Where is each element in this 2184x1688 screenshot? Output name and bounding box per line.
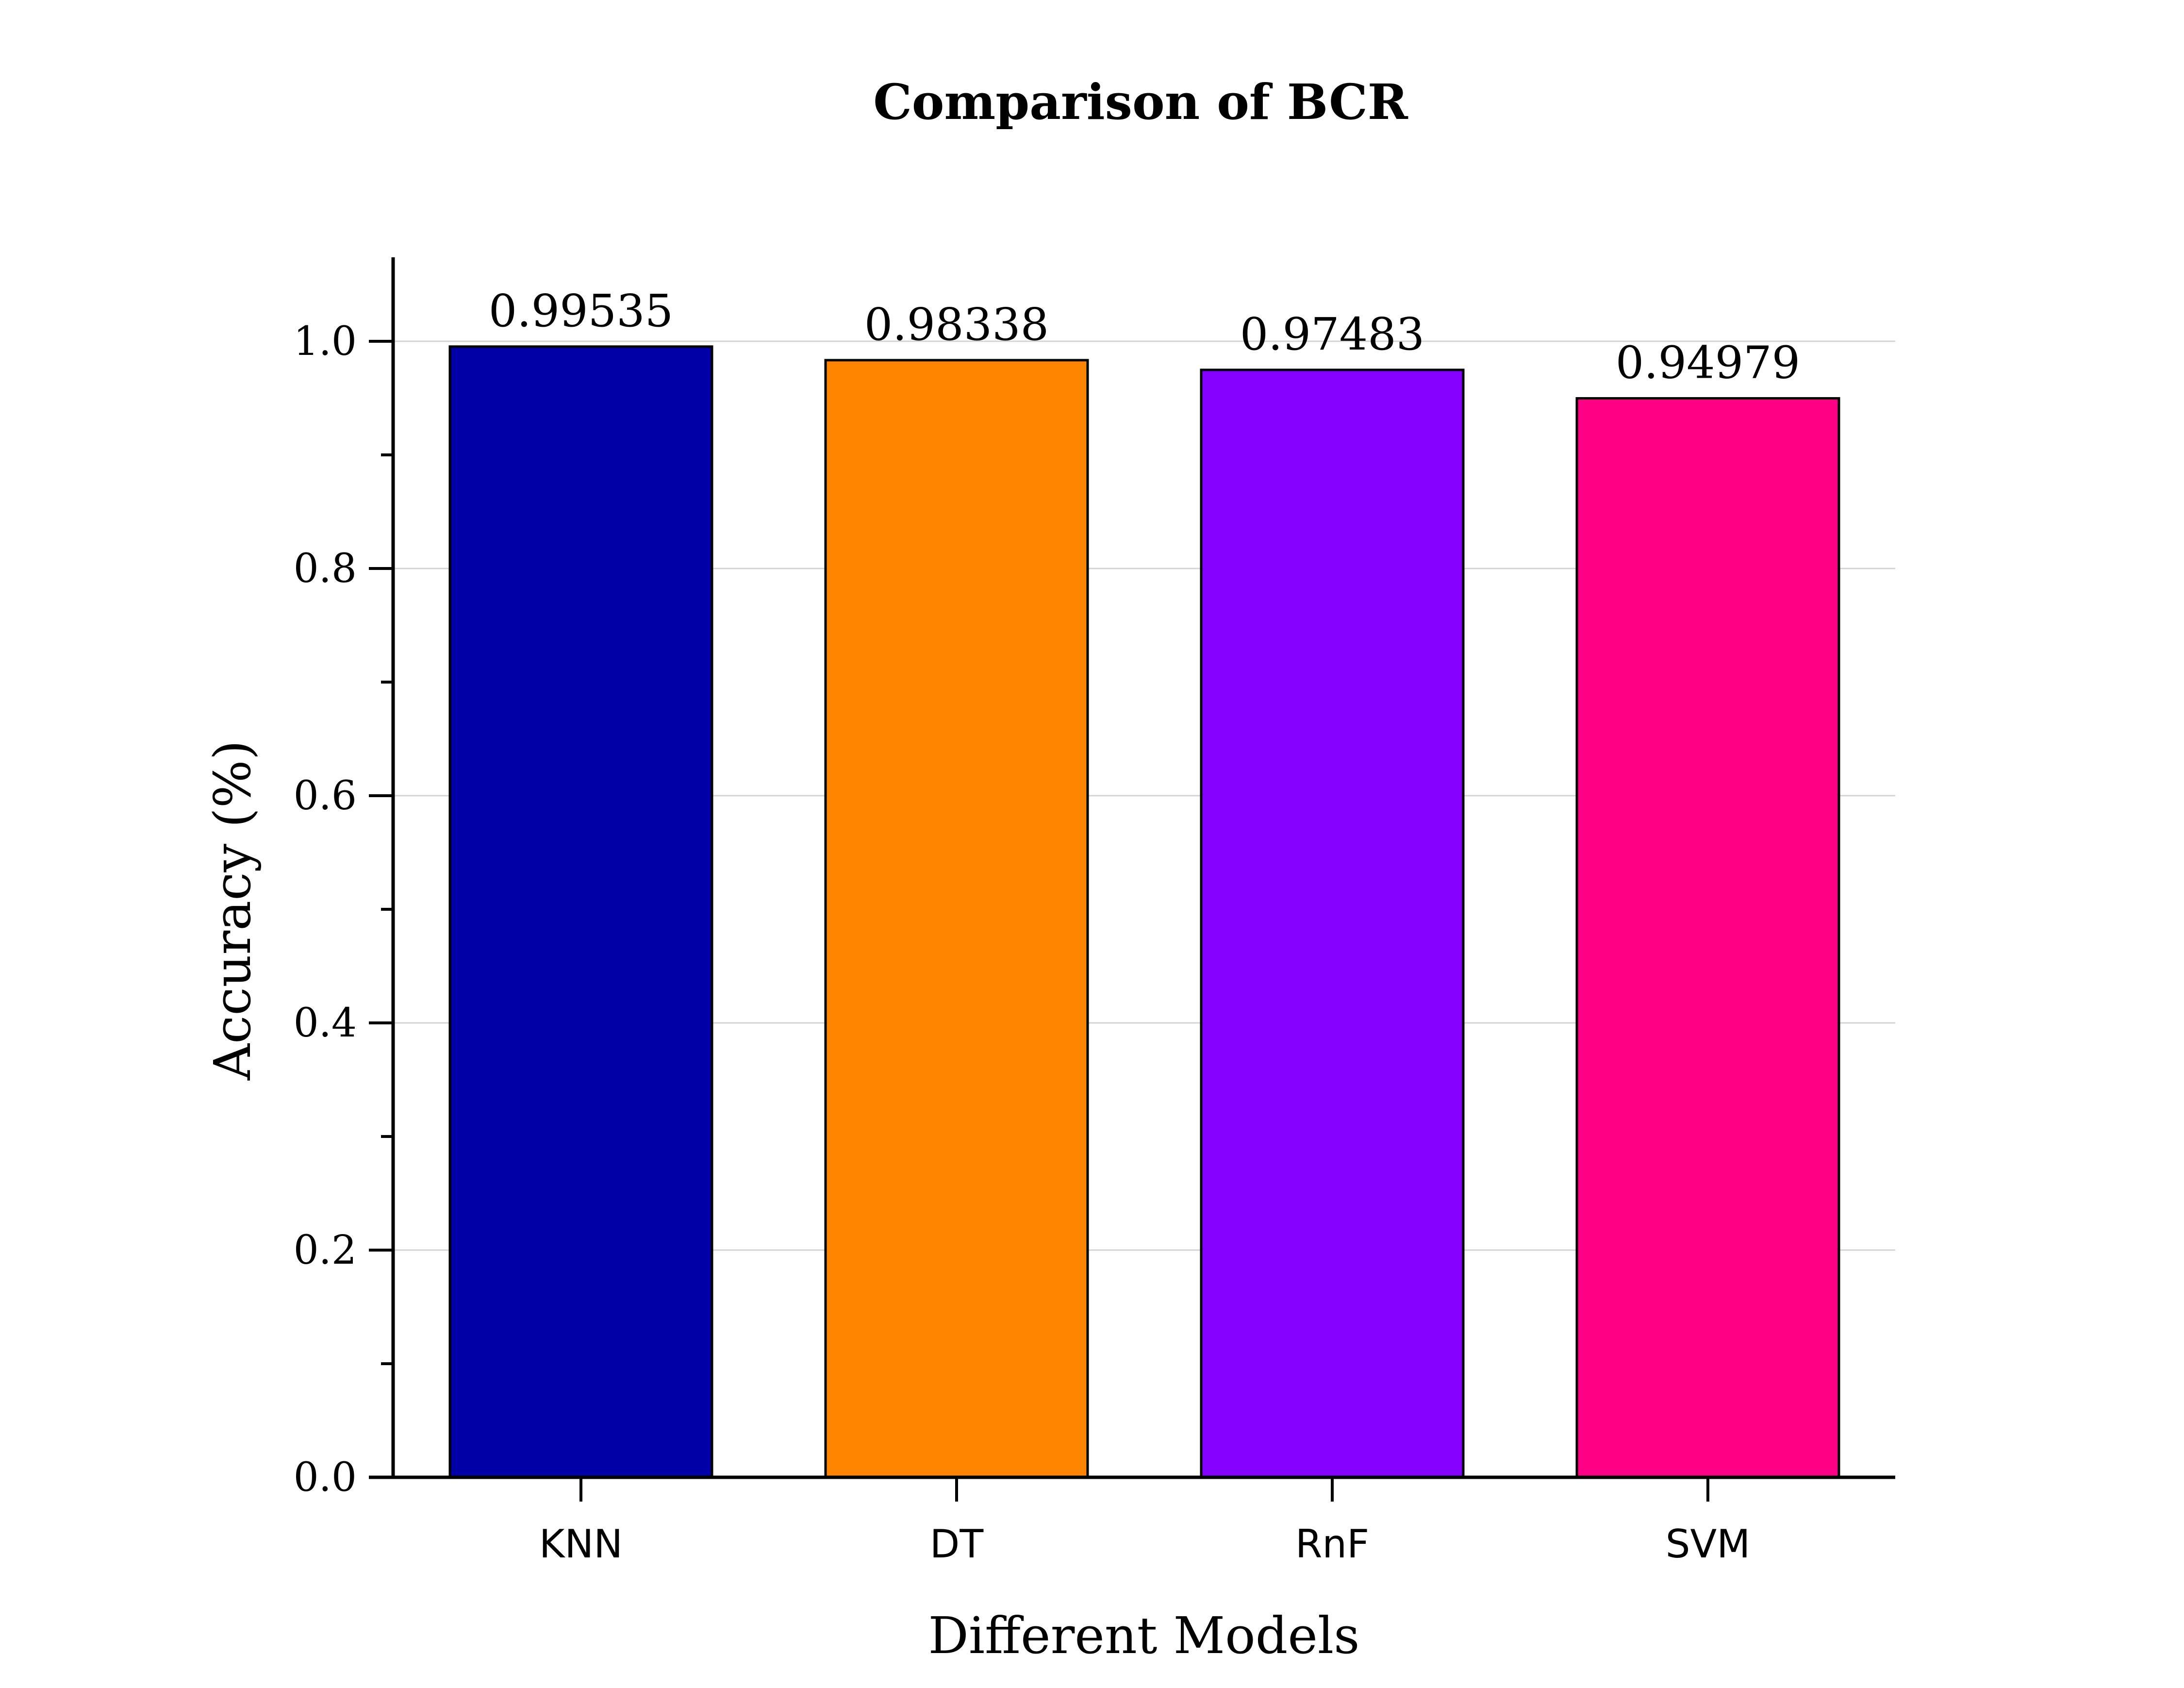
- data-label: 0.94979: [1616, 336, 1800, 388]
- x-tick-label: SVM: [1666, 1521, 1751, 1567]
- bars: [448, 345, 1840, 1479]
- y-tick-label: 0.8: [294, 546, 357, 592]
- data-labels: 0.99535 0.98338 0.97483 0.94979: [489, 285, 1800, 389]
- y-tick-label: 0.0: [294, 1454, 357, 1501]
- y-axis-label: Accuracy (%): [203, 740, 262, 1081]
- bar-rnf: [1200, 368, 1465, 1479]
- y-tick-label: 0.4: [294, 1000, 357, 1046]
- data-label: 0.98338: [864, 299, 1049, 351]
- ticks: 0.0 0.2 0.4 0.6 0.8 1.0 KNN DT RnF SVM: [294, 318, 1751, 1567]
- chart-title: Comparison of BCR: [873, 73, 1408, 131]
- y-tick-label: 0.2: [294, 1227, 357, 1273]
- y-tick-label: 1.0: [294, 318, 357, 365]
- x-axis-label: Different Models: [928, 1606, 1359, 1665]
- data-label: 0.99535: [489, 285, 673, 337]
- bar-dt: [824, 359, 1089, 1479]
- data-label: 0.97483: [1240, 308, 1424, 360]
- axes: [369, 257, 1895, 1479]
- bar-svm: [1575, 397, 1840, 1479]
- y-tick-label: 0.6: [294, 773, 357, 819]
- x-tick-label: KNN: [539, 1521, 623, 1567]
- x-tick-label: RnF: [1295, 1521, 1369, 1567]
- bar-knn: [448, 345, 713, 1479]
- x-tick-label: DT: [930, 1521, 984, 1567]
